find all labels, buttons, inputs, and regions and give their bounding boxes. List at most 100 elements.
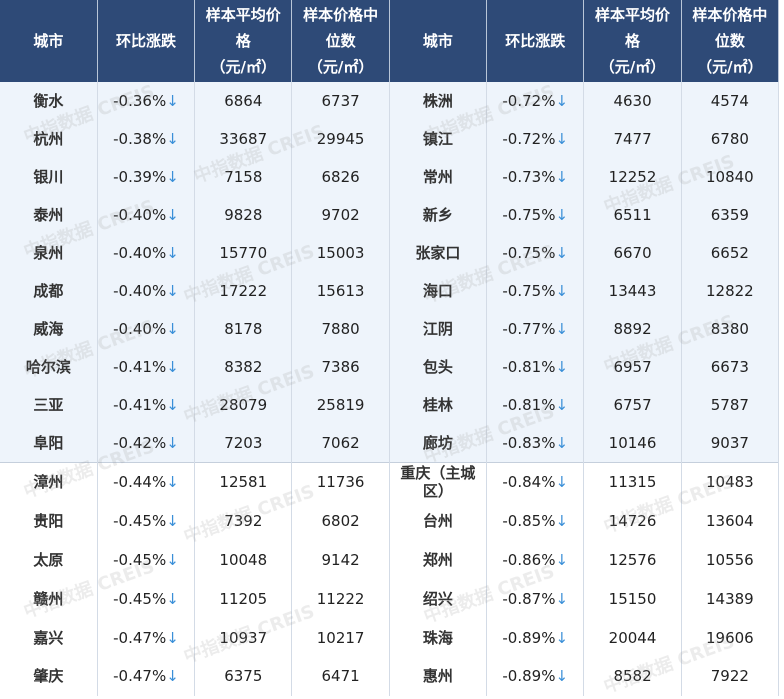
cell-change: -0.73%↓ (486, 158, 585, 196)
cell-avg-price: 12576 (583, 540, 682, 580)
down-arrow-icon: ↓ (555, 550, 569, 569)
cell-city: 镇江 (389, 120, 488, 158)
down-arrow-icon: ↓ (555, 168, 569, 186)
median-price-value: 6471 (321, 667, 360, 686)
city-value: 银川 (33, 168, 64, 186)
median-price-value: 7880 (321, 320, 360, 338)
change-value: -0.89% (502, 628, 556, 647)
cell-median-price: 15613 (291, 272, 390, 310)
median-price-value: 19606 (705, 628, 754, 647)
table-row: 嘉兴 -0.47%↓ 10937 10217 珠海 -0.89%↓ 20044 19606 (0, 618, 780, 657)
down-arrow-icon: ↓ (555, 512, 569, 531)
avg-price-value: 15150 (608, 589, 657, 608)
city-value: 贵阳 (33, 512, 64, 531)
cell-change: -0.86%↓ (486, 540, 585, 580)
cell-avg-price: 8178 (194, 310, 293, 348)
avg-price-value: 4630 (613, 92, 652, 110)
down-arrow-icon: ↓ (555, 589, 569, 608)
avg-price-value: 8178 (224, 320, 263, 338)
table-row: 泉州 -0.40%↓ 15770 15003 张家口 -0.75%↓ 6670 6652 (0, 234, 780, 272)
cell-city: 泰州 (0, 196, 98, 234)
cell-change: -0.81%↓ (486, 386, 585, 424)
cell-avg-price: 4630 (583, 82, 682, 120)
cell-median-price: 29945 (291, 120, 390, 158)
change-value: -0.83% (502, 434, 556, 452)
cell-avg-price: 13443 (583, 272, 682, 310)
cell-change: -0.41%↓ (97, 386, 196, 424)
cell-change: -0.40%↓ (97, 310, 196, 348)
avg-price-value: 14726 (608, 512, 657, 531)
city-value: 泰州 (33, 206, 64, 224)
city-value: 株洲 (422, 92, 453, 110)
median-price-value: 6652 (710, 244, 749, 262)
table-row: 太原 -0.45%↓ 10048 9142 郑州 -0.86%↓ 12576 10556 (0, 540, 780, 580)
down-arrow-icon: ↓ (555, 282, 569, 300)
median-price-value: 6802 (321, 512, 360, 531)
cell-median-price: 5787 (681, 386, 780, 424)
cell-city: 泉州 (0, 234, 98, 272)
cell-avg-price: 9828 (194, 196, 293, 234)
median-price-value: 9142 (321, 550, 360, 569)
avg-price-value: 12581 (219, 473, 268, 492)
change-value: -0.85% (502, 512, 556, 531)
city-value: 镇江 (422, 130, 453, 148)
cell-change: -0.84%↓ (486, 461, 585, 502)
down-arrow-icon: ↓ (166, 130, 179, 148)
change-value: -0.44% (113, 473, 167, 492)
header-avg-label: 样本平均价格 (205, 6, 281, 50)
cell-avg-price: 28079 (194, 386, 293, 424)
city-value: 威海 (33, 320, 64, 338)
header-row: 城市 环比涨跌 样本平均价格 （元/㎡） 样本价格中位数 （元/㎡） 城市 环比涨跌… (0, 0, 780, 82)
table-row: 杭州 -0.38%↓ 33687 29945 镇江 -0.72%↓ 7477 6780 (0, 120, 780, 158)
cell-median-price: 19606 (681, 618, 780, 657)
median-price-value: 15613 (316, 282, 365, 300)
city-value: 惠州 (422, 667, 453, 686)
change-value: -0.75% (502, 206, 556, 224)
cell-city: 台州 (389, 501, 488, 541)
down-arrow-icon: ↓ (166, 282, 179, 300)
cell-avg-price: 11205 (194, 579, 293, 619)
table-row: 衡水 -0.36%↓ 6864 6737 株洲 -0.72%↓ 4630 4574 (0, 82, 780, 120)
cell-median-price: 10217 (291, 618, 390, 657)
median-price-value: 7386 (321, 358, 360, 376)
avg-price-value: 6511 (613, 206, 652, 224)
cell-median-price: 9702 (291, 196, 390, 234)
cell-median-price: 6780 (681, 120, 780, 158)
down-arrow-icon: ↓ (166, 396, 179, 414)
city-value: 绍兴 (422, 589, 453, 608)
cell-change: -0.47%↓ (97, 656, 196, 696)
change-value: -0.41% (113, 358, 167, 376)
cell-city: 包头 (389, 348, 488, 386)
cell-change: -0.47%↓ (97, 618, 196, 657)
median-price-value: 8380 (710, 320, 749, 338)
city-value: 哈尔滨 (25, 358, 71, 376)
change-value: -0.40% (113, 206, 167, 224)
down-arrow-icon: ↓ (166, 320, 179, 338)
cell-avg-price: 6670 (583, 234, 682, 272)
city-value: 台州 (422, 512, 453, 531)
avg-price-value: 6757 (613, 396, 652, 414)
avg-price-value: 12576 (608, 550, 657, 569)
avg-price-value: 33687 (219, 130, 268, 148)
cell-avg-price: 10146 (583, 424, 682, 463)
cell-median-price: 10556 (681, 540, 780, 580)
table-row: 银川 -0.39%↓ 7158 6826 常州 -0.73%↓ 12252 10840 (0, 158, 780, 196)
cell-change: -0.72%↓ (486, 120, 585, 158)
median-price-value: 11736 (316, 473, 365, 492)
city-value: 珠海 (422, 628, 453, 647)
cell-city: 张家口 (389, 234, 488, 272)
down-arrow-icon: ↓ (166, 667, 179, 686)
change-value: -0.89% (502, 667, 556, 686)
header-city: 城市 (389, 0, 488, 82)
city-value: 成都 (33, 282, 64, 300)
cell-median-price: 11736 (291, 461, 390, 502)
avg-price-value: 6670 (613, 244, 652, 262)
header-median-price: 样本价格中位数 （元/㎡） (681, 0, 780, 82)
cell-median-price: 11222 (291, 579, 390, 619)
cell-change: -0.89%↓ (486, 618, 585, 657)
cell-city: 衡水 (0, 82, 98, 120)
avg-price-value: 13443 (608, 282, 657, 300)
down-arrow-icon: ↓ (166, 628, 179, 647)
cell-median-price: 25819 (291, 386, 390, 424)
cell-avg-price: 6511 (583, 196, 682, 234)
